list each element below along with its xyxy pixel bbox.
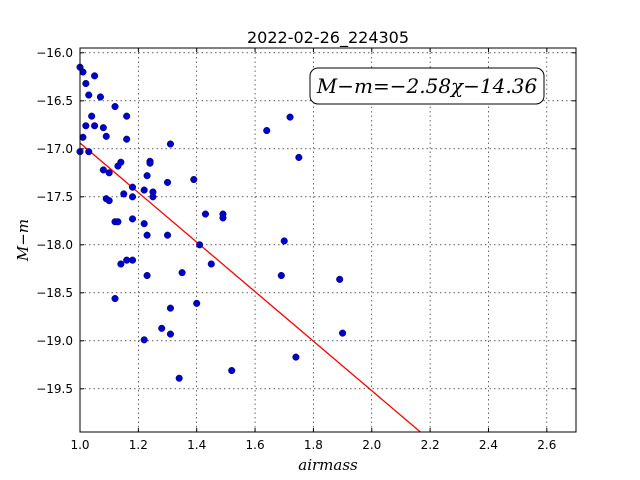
data-point <box>105 197 113 205</box>
plot-frame <box>79 47 577 433</box>
data-point <box>280 237 288 245</box>
data-point <box>120 190 128 198</box>
data-point <box>102 132 110 140</box>
data-point <box>117 260 125 268</box>
data-point <box>277 271 285 280</box>
x-tick-label: 1.0 <box>70 438 89 452</box>
data-point <box>128 256 137 264</box>
fit-line <box>79 142 421 433</box>
data-point <box>140 336 148 344</box>
data-point <box>111 103 119 111</box>
data-point <box>114 162 122 170</box>
x-tick-label: 2.0 <box>362 438 381 452</box>
x-axis-label: airmass <box>298 456 358 474</box>
fit-legend-box <box>309 67 545 105</box>
data-point <box>146 159 154 167</box>
data-point <box>91 72 99 80</box>
data-point <box>128 183 137 191</box>
x-tick-label: 1.8 <box>304 438 323 452</box>
x-tick-label: 2.6 <box>537 438 556 452</box>
y-tick-label: −16.5 <box>36 94 73 108</box>
data-point <box>295 153 303 161</box>
data-point <box>207 260 215 268</box>
x-tick-label: 1.2 <box>129 438 148 452</box>
x-tick-label: 1.4 <box>187 438 206 452</box>
data-point <box>178 269 186 277</box>
data-point <box>123 135 131 143</box>
data-point <box>114 218 122 226</box>
data-point <box>149 193 157 201</box>
y-tick-label: −18.5 <box>36 286 73 300</box>
data-point <box>263 127 271 135</box>
data-point <box>336 275 344 283</box>
y-tick-label: −16.0 <box>36 46 73 60</box>
data-point <box>82 122 90 130</box>
y-tick-label: −17.5 <box>36 190 73 204</box>
x-tick-label: 2.2 <box>421 438 440 452</box>
data-point <box>88 112 96 120</box>
data-point <box>190 175 198 184</box>
data-point <box>143 271 151 280</box>
data-point <box>166 330 174 338</box>
data-point <box>163 231 172 239</box>
y-axis-ticks: −16.0 −16.5 −17.0 −17.5 −18.0 −18.5 −19.0 −19.5 <box>36 46 576 396</box>
data-point <box>158 324 166 332</box>
data-point <box>286 113 294 121</box>
data-point <box>166 140 174 148</box>
data-point <box>228 367 236 375</box>
data-point <box>163 178 172 186</box>
x-axis-ticks: 1.0 1.2 1.4 1.6 1.8 2.0 2.2 2.4 2.6 <box>70 48 556 452</box>
y-tick-label: −19.5 <box>36 382 73 396</box>
data-point <box>85 91 93 99</box>
fit-line-group <box>79 142 421 433</box>
data-point <box>111 295 119 303</box>
x-tick-label: 2.4 <box>479 438 498 452</box>
data-point <box>166 304 174 312</box>
data-point <box>339 329 347 337</box>
data-points <box>76 63 347 382</box>
y-tick-label: −18.0 <box>36 238 73 252</box>
data-point <box>128 193 137 201</box>
data-point <box>196 241 204 249</box>
data-point <box>143 231 151 239</box>
fit-legend: M−m=−2.58χ−14.36 <box>309 67 545 105</box>
data-point <box>82 79 90 88</box>
y-tick-label: −17.0 <box>36 142 73 156</box>
data-point <box>143 172 151 180</box>
data-point <box>219 214 227 222</box>
data-point <box>201 210 210 218</box>
data-point <box>123 112 131 120</box>
chart-title: 2022-02-26_224305 <box>247 28 409 48</box>
y-axis-label: M−m <box>14 219 32 262</box>
data-point <box>140 220 148 228</box>
data-point <box>193 299 201 307</box>
data-point <box>140 186 148 194</box>
data-point <box>79 68 87 76</box>
x-tick-label: 1.6 <box>246 438 265 452</box>
data-point <box>128 215 137 223</box>
grid-lines <box>79 48 576 432</box>
data-point <box>175 374 183 382</box>
data-point <box>99 166 107 174</box>
data-point <box>79 133 87 141</box>
data-point <box>292 353 300 361</box>
data-point <box>105 169 113 177</box>
data-point <box>91 122 99 130</box>
data-point <box>99 124 107 132</box>
fit-equation: M−m=−2.58χ−14.36 <box>316 74 538 98</box>
data-point <box>85 148 93 156</box>
y-tick-label: −19.0 <box>36 334 73 348</box>
data-point <box>96 93 104 101</box>
